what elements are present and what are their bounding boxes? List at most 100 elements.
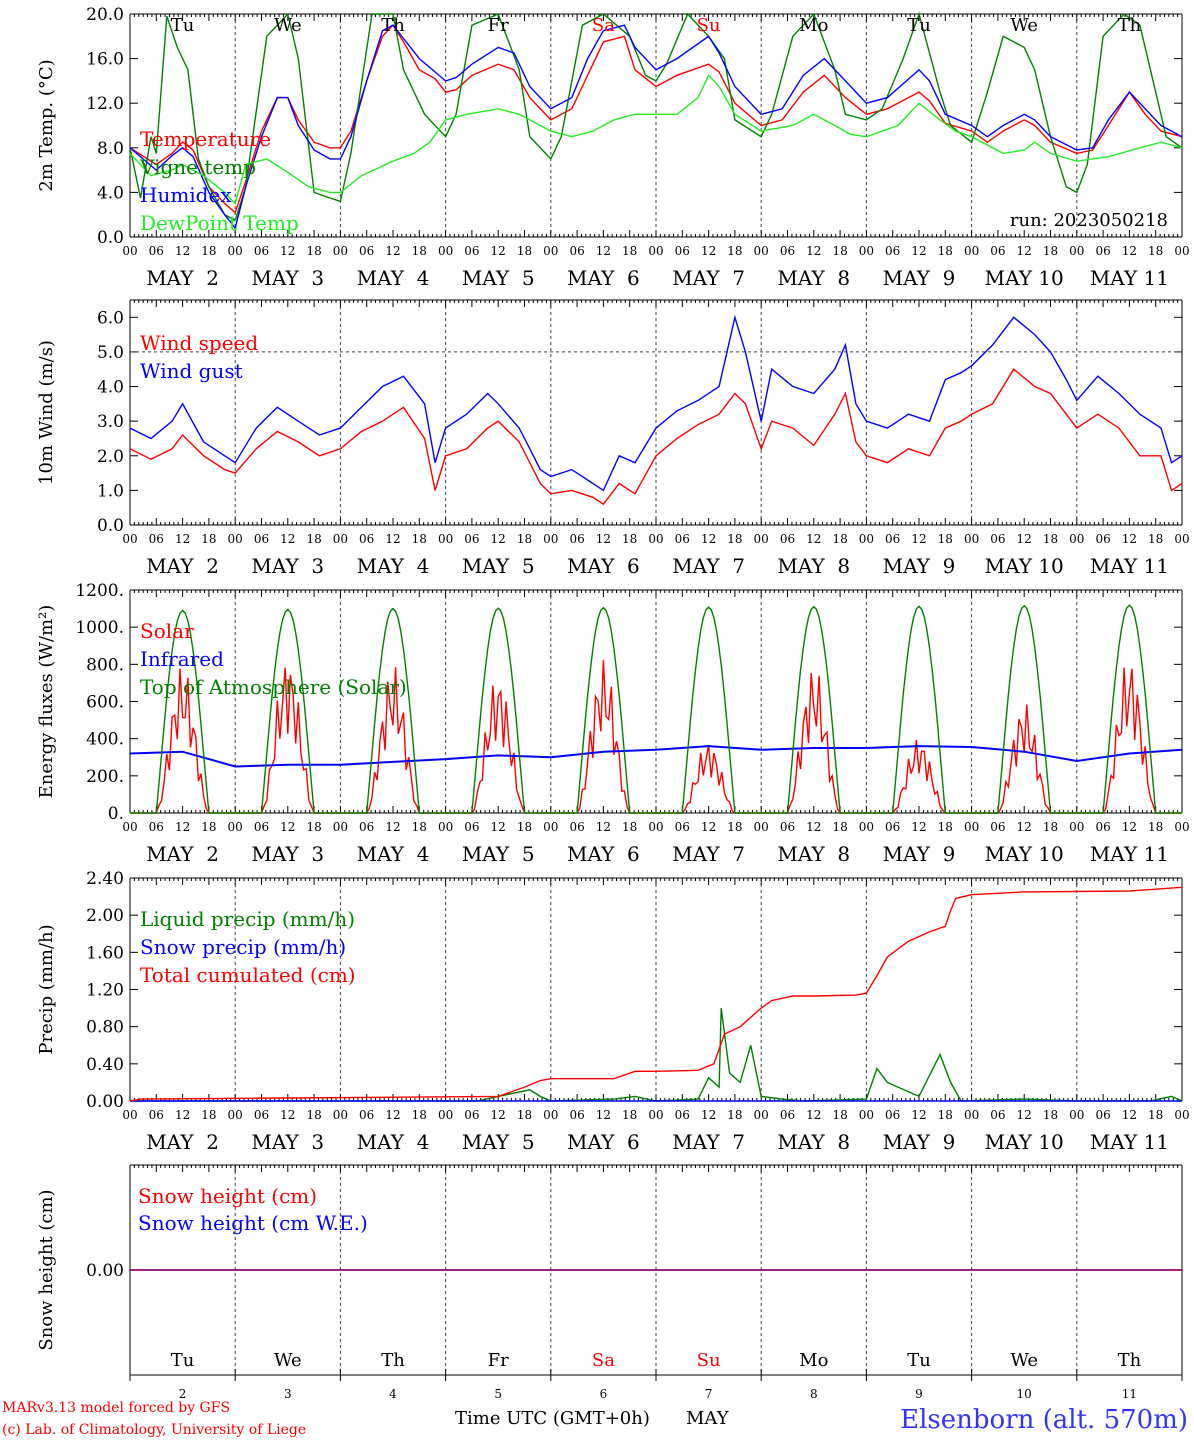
y-tick-label: 0.0 [97,228,124,248]
hour-tick-label: 00 [754,532,769,546]
hour-tick-label: 06 [780,1108,795,1122]
y-tick-label: 12.0 [86,94,124,114]
date-label: MAY 9 [883,266,956,290]
date-label: MAY 11 [1090,554,1169,578]
weekday-label: We [274,1350,302,1371]
hour-tick-label: 00 [754,1108,769,1122]
hour-tick-label: 00 [122,820,137,834]
hour-tick-label: 06 [885,244,900,258]
hour-tick-label: 18 [412,820,427,834]
date-label: MAY 5 [462,842,535,866]
hour-tick-label: 00 [964,1108,979,1122]
y-tick-label: 3.0 [97,412,124,432]
hour-tick-label: 00 [754,820,769,834]
lab-credit: (c) Lab. of Climatology, University of L… [2,1422,306,1438]
hour-tick-label: 18 [727,820,742,834]
date-label: MAY 7 [672,554,745,578]
weekday-label: Fr [488,15,509,36]
y-axis-title: Precip (mm/h) [36,924,57,1054]
date-label: MAY 7 [672,266,745,290]
day-number-label: 6 [600,1387,608,1401]
day-number-label: 2 [179,1387,187,1401]
legend-snow-precip-mm-h-: Snow precip (mm/h) [140,935,346,959]
y-tick-label: 4.0 [97,183,124,203]
weekday-label: Mo [799,15,828,36]
month-label: MAY [686,1408,730,1429]
legend-wind-gust: Wind gust [140,359,243,383]
series-top-of-atmosphere-solar- [130,604,1182,814]
day-number-label: 7 [705,1387,713,1401]
hour-tick-label: 18 [517,1108,532,1122]
hour-tick-label: 12 [491,820,506,834]
hour-tick-label: 18 [1148,244,1163,258]
hour-tick-label: 18 [622,820,637,834]
hour-tick-label: 06 [254,244,269,258]
hour-tick-label: 00 [438,244,453,258]
hour-tick-label: 00 [859,532,874,546]
weekday-label: Th [381,15,405,36]
hour-tick-label: 00 [543,244,558,258]
hour-tick-label: 06 [990,1108,1005,1122]
date-label: MAY 6 [567,1130,640,1154]
y-tick-label: 0.00 [86,1092,124,1112]
series-total-cumulated-cm- [129,886,1183,1102]
hour-tick-label: 06 [780,820,795,834]
hour-tick-label: 06 [254,820,269,834]
hour-tick-label: 00 [333,820,348,834]
hour-tick-label: 12 [1017,244,1032,258]
hour-tick-label: 12 [701,244,716,258]
weekday-label: Mo [799,1350,828,1371]
day-number-label: 5 [494,1387,502,1401]
legend-dewpoint-temp: DewPoint Temp [140,211,299,235]
model-credit: MARv3.13 model forced by GFS [2,1400,230,1416]
hour-tick-label: 00 [438,1108,453,1122]
hour-tick-label: 00 [333,1108,348,1122]
hour-tick-label: 12 [1122,244,1137,258]
hour-tick-label: 12 [806,820,821,834]
hour-tick-label: 00 [438,532,453,546]
hour-tick-label: 00 [122,1108,137,1122]
legend-infrared: Infrared [140,647,224,671]
date-label: MAY 4 [357,1130,430,1154]
hour-tick-label: 06 [675,532,690,546]
date-label: MAY 10 [985,554,1064,578]
hour-tick-label: 06 [675,244,690,258]
hour-tick-label: 12 [1122,532,1137,546]
hour-tick-label: 18 [727,1108,742,1122]
legend-humidex: Humidex [140,183,232,207]
weekday-label: We [274,15,302,36]
hour-tick-label: 00 [1069,244,1084,258]
series-wind-speed [129,368,1183,506]
date-label: MAY 3 [251,1130,324,1154]
weekday-label: Th [381,1350,405,1371]
hour-tick-label: 06 [359,532,374,546]
hour-tick-label: 00 [964,244,979,258]
y-tick-label: 400. [86,730,124,750]
hour-tick-label: 12 [701,532,716,546]
day-number-label: 8 [810,1387,818,1401]
hour-tick-label: 00 [859,1108,874,1122]
hour-tick-label: 06 [780,244,795,258]
series-wind-gust [129,314,1183,492]
hour-tick-label: 18 [517,532,532,546]
date-label: MAY 2 [146,266,219,290]
y-tick-label: 16.0 [86,50,124,70]
date-label: MAY 3 [251,266,324,290]
hour-tick-label: 00 [333,244,348,258]
y-tick-label: 0.00 [86,1261,124,1281]
day-number-label: 11 [1122,1387,1137,1401]
hour-tick-label: 18 [306,532,321,546]
hour-tick-label: 00 [1174,532,1189,546]
hour-tick-label: 18 [832,820,847,834]
date-label: MAY 2 [146,554,219,578]
hour-tick-label: 00 [1069,820,1084,834]
y-tick-label: 20.0 [86,5,124,25]
hour-tick-label: 06 [990,820,1005,834]
day-number-label: 9 [915,1387,923,1401]
panel-1: 0.0 4.0 8.0 12.0 16.0 20.0 2m Temp. (°C) Temper… [36,5,1190,290]
hour-tick-label: 00 [648,244,663,258]
hour-tick-label: 06 [359,244,374,258]
y-tick-label: 0.80 [86,1018,124,1038]
hour-tick-label: 18 [1148,820,1163,834]
hour-tick-label: 06 [149,244,164,258]
